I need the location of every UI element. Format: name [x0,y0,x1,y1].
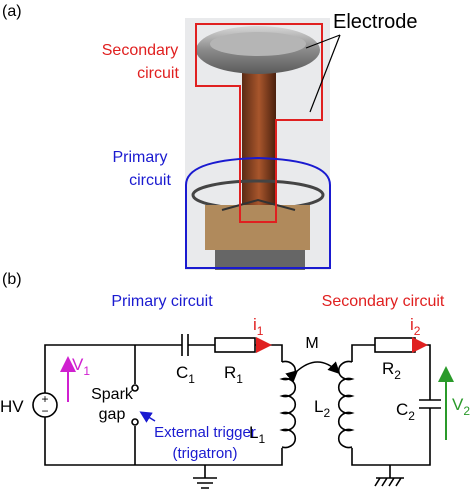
subscript: 1 [83,364,90,378]
trigger-label: (trigatron) [172,445,237,462]
subscript: 1 [236,372,243,386]
symbol: V [452,395,464,414]
secondary-label: Secondary [102,42,179,59]
panel-label: (b) [2,271,22,288]
m-label: M [305,335,318,352]
l2-label: L2 [314,397,330,420]
subscript: 2 [394,368,401,382]
leader [309,34,341,113]
secondary-outline [195,23,323,223]
c2-label: C2 [396,400,415,423]
i2-label: i2 [410,315,421,338]
symbol: i [410,315,414,334]
subscript: 2 [463,404,470,418]
subscript: 1 [257,324,264,338]
leader [305,34,341,49]
photo [185,18,330,270]
c1-label: C1 [176,363,195,386]
r1-label: R1 [224,363,243,386]
trigger-label: External trigger [154,424,256,441]
primary-outline [185,156,331,269]
l1-label: L1 [249,423,265,446]
symbol: L [314,397,323,416]
mutual-arrow [285,361,341,383]
symbol: V [72,355,84,374]
primary-circuit: + − [32,334,297,489]
panel-label: (a) [2,3,22,20]
spark-label: gap [99,406,126,423]
v1-label: V1 [72,355,90,378]
symbol: C [396,400,408,419]
r2-label: R2 [382,359,401,382]
symbol: C [176,363,188,382]
symbol: R [382,359,394,378]
primary-label: Primary [112,149,167,166]
spark-label: Spark [91,386,134,403]
subscript: 2 [414,324,421,338]
symbol: L [249,423,258,442]
secondary-title: Secondary circuit [322,293,445,310]
symbol: R [224,363,236,382]
hv-label: HV [0,397,24,416]
subscript: 2 [323,406,330,420]
trigger-arrow [139,411,156,423]
svg-text:+: + [41,392,48,406]
svg-text:−: − [41,404,48,418]
electrode-label: Electrode [333,11,418,33]
subscript: 1 [258,432,265,446]
secondary-label: circuit [137,65,179,82]
subscript: 2 [408,409,415,423]
primary-title: Primary circuit [111,293,213,310]
i1-label: i1 [253,315,264,338]
subscript: 1 [188,372,195,386]
symbol: i [253,315,257,334]
primary-label: circuit [129,172,171,189]
v2-label: V2 [452,395,470,418]
